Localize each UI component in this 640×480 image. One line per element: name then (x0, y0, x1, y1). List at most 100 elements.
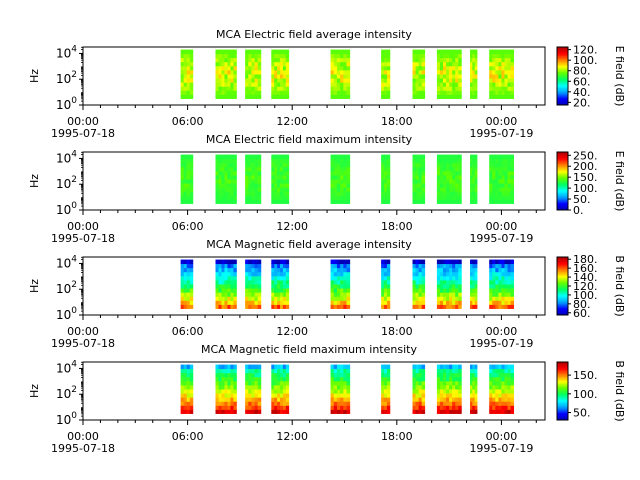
spectrogram-cell (333, 195, 338, 200)
spectrogram-cell (474, 199, 478, 204)
spectrogram-cell (504, 279, 508, 285)
spectrogram-cell (277, 49, 281, 55)
spectrogram-cell (274, 405, 278, 410)
spectrogram-cell (277, 199, 281, 204)
spectrogram-cell (271, 393, 275, 398)
y-axis-label: Hz (28, 69, 41, 83)
spectrogram-cell (248, 284, 252, 289)
spectrogram-cell (282, 401, 287, 406)
spectrogram-cell (498, 296, 502, 301)
spectrogram-cell (439, 389, 444, 394)
spectrogram-cell (489, 94, 493, 99)
colorbar-segment (557, 189, 568, 192)
spectrogram-cell (274, 195, 278, 200)
spectrogram-cell (282, 183, 287, 188)
spectrogram-cell (343, 364, 347, 370)
spectrogram-cell (443, 292, 447, 297)
spectrogram-cell (183, 401, 188, 406)
spectrogram-blocks (180, 364, 515, 414)
spectrogram-cell (501, 393, 505, 398)
spectrogram-cell (474, 174, 478, 180)
spectrogram-cell (280, 376, 284, 382)
spectrogram-cell (507, 195, 511, 200)
spectrogram-cell (381, 300, 385, 305)
colorbar-segment (557, 93, 568, 96)
spectrogram-cell (452, 376, 456, 382)
spectrogram-cell (336, 183, 341, 188)
spectrogram-cell (346, 364, 351, 370)
spectrogram-cell (271, 162, 275, 168)
spectrogram-cell (446, 57, 450, 63)
spectrogram-cell (218, 162, 222, 168)
spectrogram-cell (227, 90, 231, 95)
spectrogram-cell (230, 300, 234, 305)
spectrogram-cell (455, 393, 459, 398)
spectrogram-cell (233, 154, 237, 160)
spectrogram-cell (346, 199, 351, 204)
spectrogram-cell (381, 384, 385, 390)
spectrogram-cell (346, 376, 351, 382)
spectrogram-cell (189, 191, 194, 196)
spectrogram-cell (452, 170, 456, 176)
spectrogram-cell (282, 179, 287, 184)
spectrogram-cell (507, 263, 511, 269)
spectrogram-cell (470, 78, 473, 83)
spectrogram-cell (495, 292, 499, 297)
colorbar-segment (557, 166, 568, 169)
spectrogram-cell (346, 368, 351, 374)
spectrogram-cell (221, 53, 225, 59)
spectrogram-cell (274, 191, 278, 196)
spectrogram-cell (412, 174, 416, 180)
spectrogram-cell (248, 90, 252, 95)
spectrogram-cell (280, 409, 284, 414)
spectrogram-cell (343, 288, 347, 293)
spectrogram-cell (224, 191, 228, 196)
spectrogram-cell (346, 174, 351, 180)
x-tick-label: 06:00 (172, 115, 204, 128)
spectrogram-cell (224, 90, 228, 95)
spectrogram-cell (470, 271, 473, 277)
spectrogram-cell (282, 397, 287, 402)
spectrogram-cell (221, 397, 225, 402)
spectrogram-cell (474, 82, 478, 87)
spectrogram-cell (449, 166, 453, 172)
spectrogram-cell (443, 158, 447, 164)
spectrogram-cell (489, 199, 493, 204)
spectrogram-cell (333, 296, 338, 301)
spectrogram-cell (230, 376, 234, 382)
spectrogram-cell (421, 69, 426, 75)
spectrogram-cell (221, 57, 225, 63)
spectrogram-cell (495, 405, 499, 410)
spectrogram-cell (257, 90, 262, 95)
spectrogram-cell (470, 74, 473, 79)
spectrogram-cell (415, 275, 419, 281)
spectrogram-cell (218, 199, 222, 204)
spectrogram-cell (421, 166, 426, 172)
spectrogram-cell (474, 364, 478, 370)
spectrogram-cell (492, 179, 496, 184)
spectrogram-cell (230, 61, 234, 67)
spectrogram-cell (449, 61, 453, 67)
spectrogram-cell (412, 162, 416, 168)
spectrogram-cell (274, 94, 278, 99)
spectrogram-cell (215, 409, 219, 414)
spectrogram-cell (346, 69, 351, 75)
spectrogram-cell (381, 82, 385, 87)
spectrogram-cell (412, 49, 416, 55)
spectrogram-cell (227, 82, 231, 87)
spectrogram-cell (248, 275, 252, 281)
spectrogram-cell (492, 288, 496, 293)
colorbar-segment (557, 152, 568, 154)
spectrogram-cell (251, 389, 255, 394)
colorbar-segment (557, 60, 568, 62)
spectrogram-cell (421, 158, 426, 164)
spectrogram-cell (183, 364, 188, 370)
spectrogram-cell (452, 304, 456, 309)
spectrogram-cell (224, 267, 228, 273)
spectrogram-cell (452, 158, 456, 164)
spectrogram-cell (386, 187, 391, 192)
spectrogram-cell (492, 380, 496, 386)
spectrogram-cell (218, 158, 222, 164)
colorbar-segment (557, 369, 568, 372)
spectrogram-cell (248, 376, 252, 382)
